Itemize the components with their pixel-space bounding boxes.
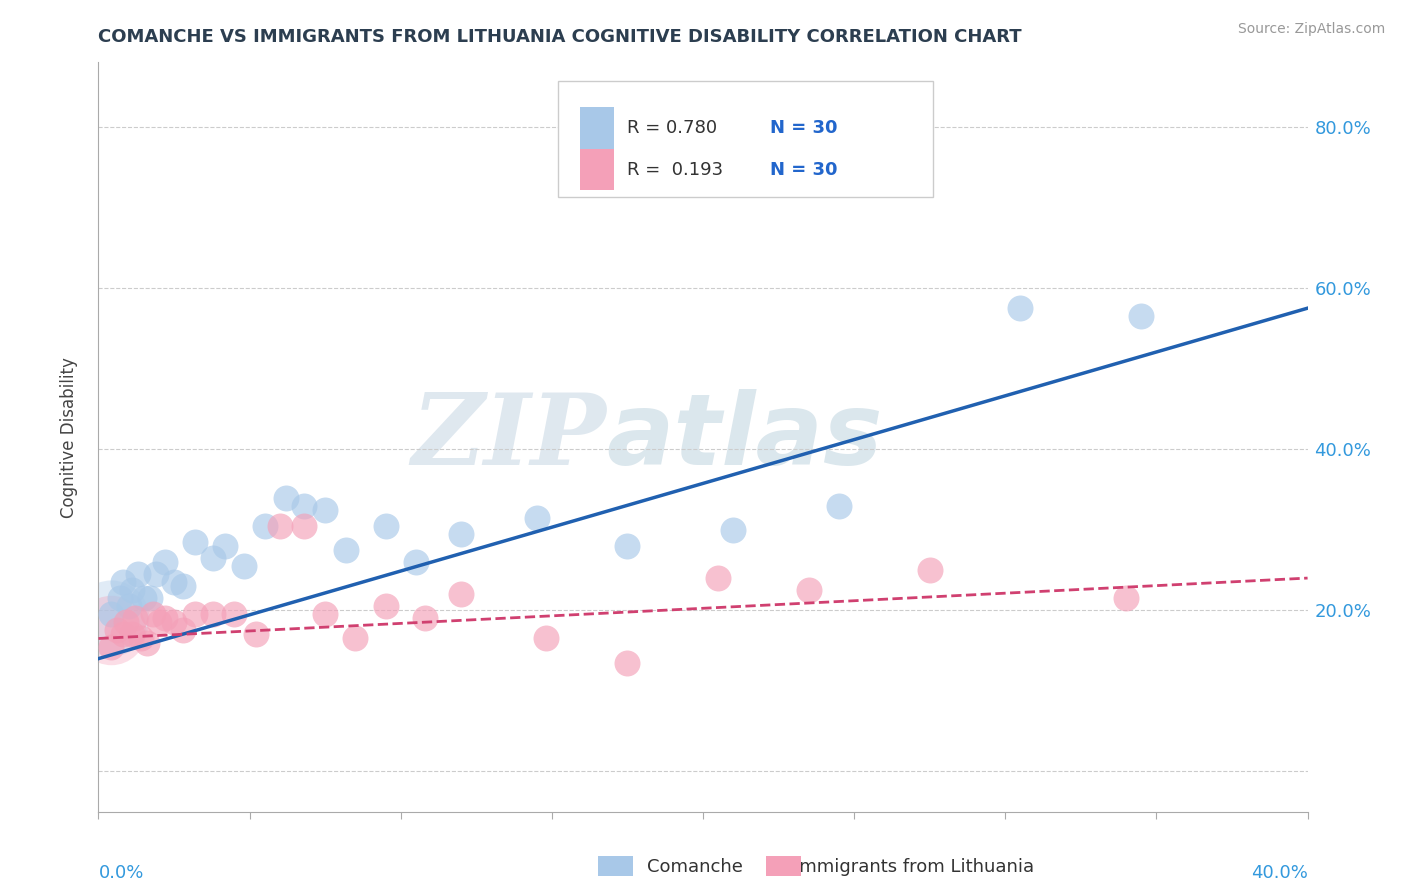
Point — [114, 615, 136, 630]
Point — [142, 607, 165, 622]
Point — [245, 627, 267, 641]
Point — [526, 510, 548, 524]
Point — [111, 627, 134, 641]
Point — [413, 611, 436, 625]
Point — [111, 575, 134, 590]
Point — [723, 523, 745, 537]
Text: R = 0.780: R = 0.780 — [627, 120, 717, 137]
Point — [121, 627, 143, 641]
Point — [202, 550, 225, 565]
Point — [253, 518, 276, 533]
Point — [269, 518, 291, 533]
Point — [374, 599, 396, 614]
Point — [100, 640, 122, 654]
Text: atlas: atlas — [606, 389, 883, 485]
Point — [121, 583, 143, 598]
Point — [224, 607, 246, 622]
Point — [153, 611, 176, 625]
FancyBboxPatch shape — [558, 81, 932, 197]
Text: N = 30: N = 30 — [769, 120, 837, 137]
Point — [344, 632, 367, 646]
Point — [100, 607, 122, 622]
Point — [405, 555, 427, 569]
Point — [450, 526, 472, 541]
Point — [202, 607, 225, 622]
Point — [139, 591, 162, 606]
Point — [616, 656, 638, 670]
Point — [163, 615, 186, 630]
Point — [100, 624, 122, 638]
Point — [232, 559, 254, 574]
Point — [145, 567, 167, 582]
Point — [274, 491, 297, 505]
Point — [148, 615, 170, 630]
Point — [214, 539, 236, 553]
Point — [163, 575, 186, 590]
Text: R =  0.193: R = 0.193 — [627, 161, 723, 178]
Bar — [579, 149, 613, 190]
Point — [1115, 591, 1137, 606]
Point — [105, 624, 128, 638]
Point — [534, 632, 557, 646]
Text: 0.0%: 0.0% — [98, 864, 143, 882]
Point — [184, 607, 207, 622]
Point — [292, 518, 315, 533]
Point — [129, 632, 152, 646]
Text: N = 30: N = 30 — [769, 161, 837, 178]
Point — [450, 587, 472, 601]
Point — [314, 607, 336, 622]
Point — [172, 624, 194, 638]
Point — [184, 534, 207, 549]
Point — [127, 567, 149, 582]
Point — [707, 571, 730, 585]
Text: Source: ZipAtlas.com: Source: ZipAtlas.com — [1237, 22, 1385, 37]
Point — [797, 583, 820, 598]
Point — [335, 542, 357, 557]
Point — [135, 635, 157, 649]
Point — [100, 611, 122, 625]
Point — [118, 599, 141, 614]
Point — [828, 499, 851, 513]
Y-axis label: Cognitive Disability: Cognitive Disability — [59, 357, 77, 517]
Point — [292, 499, 315, 513]
Text: ZIP: ZIP — [412, 389, 606, 485]
Text: Comanche: Comanche — [647, 858, 742, 876]
Point — [153, 555, 176, 569]
Point — [314, 502, 336, 516]
Point — [616, 539, 638, 553]
Point — [132, 591, 155, 606]
Text: 40.0%: 40.0% — [1251, 864, 1308, 882]
Point — [374, 518, 396, 533]
Point — [918, 563, 941, 577]
Point — [108, 591, 131, 606]
Text: Immigrants from Lithuania: Immigrants from Lithuania — [794, 858, 1035, 876]
Point — [172, 579, 194, 593]
Text: COMANCHE VS IMMIGRANTS FROM LITHUANIA COGNITIVE DISABILITY CORRELATION CHART: COMANCHE VS IMMIGRANTS FROM LITHUANIA CO… — [98, 28, 1022, 45]
Point — [124, 611, 146, 625]
Point — [1010, 301, 1032, 315]
Point — [1130, 310, 1153, 324]
Bar — [579, 107, 613, 149]
